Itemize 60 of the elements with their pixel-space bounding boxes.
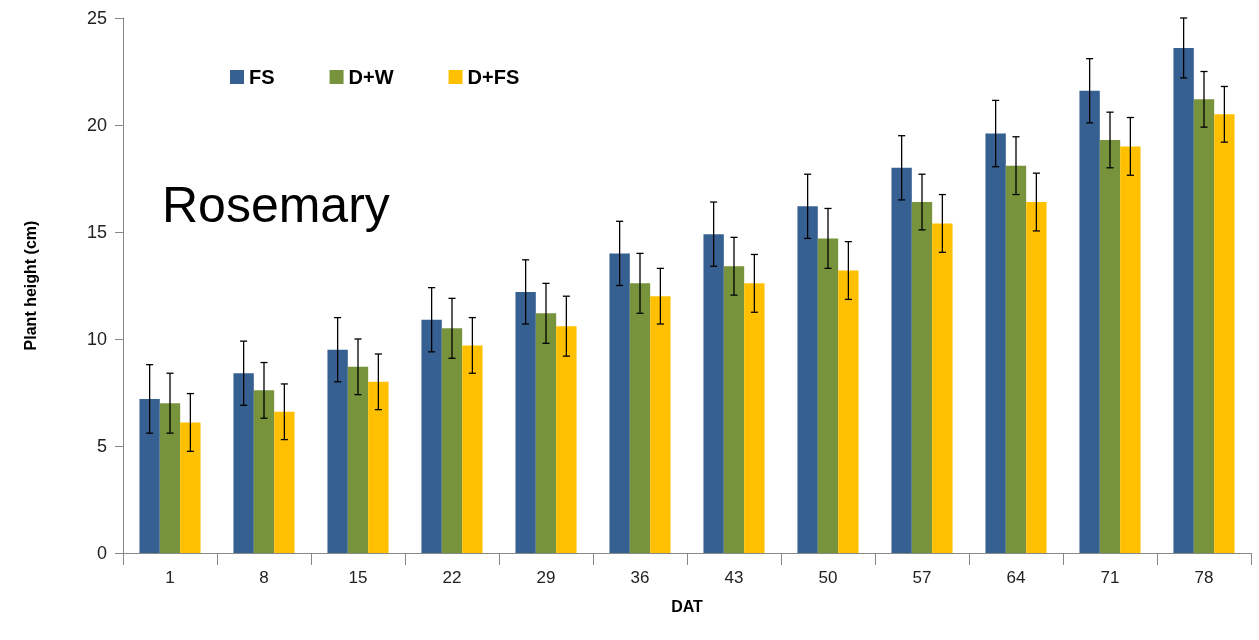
bar [159, 403, 181, 553]
bar [932, 223, 953, 553]
x-tick-label: 22 [442, 568, 462, 587]
bar [1214, 114, 1235, 553]
bar [421, 319, 442, 553]
bar [180, 422, 201, 553]
bar [1026, 202, 1047, 553]
bar [347, 366, 369, 553]
bar [838, 270, 859, 553]
x-tick-label: 15 [348, 568, 368, 587]
bar [629, 283, 651, 553]
x-tick-label: 64 [1006, 568, 1026, 587]
bar [891, 167, 912, 553]
bar [797, 206, 818, 553]
bar [1099, 139, 1121, 553]
legend-label: D+FS [467, 66, 520, 88]
x-tick-label: 50 [818, 568, 838, 587]
y-tick-label: 20 [86, 115, 107, 135]
y-tick-label: 15 [86, 222, 107, 242]
bar [650, 296, 671, 553]
y-tick-label: 5 [96, 436, 107, 456]
bar [556, 326, 577, 553]
bar [139, 398, 160, 553]
x-tick-label: 78 [1194, 568, 1214, 587]
annotation: Rosemary [162, 177, 390, 233]
bar [1079, 90, 1100, 553]
bar [744, 283, 765, 553]
legend-label: D+W [348, 66, 394, 88]
bar [723, 266, 745, 553]
x-tick-label: 29 [536, 568, 556, 587]
y-axis-title: Plant height (cm) [21, 220, 39, 351]
legend-label: FS [249, 66, 275, 88]
x-tick-label: 71 [1100, 568, 1120, 587]
bar [535, 313, 557, 553]
y-tick-label: 0 [96, 543, 107, 563]
bar [985, 133, 1006, 553]
bar [1005, 165, 1027, 553]
bar [253, 390, 275, 553]
bar [609, 253, 630, 553]
bar [1173, 47, 1194, 553]
x-tick-label: 8 [259, 568, 269, 587]
y-tick-label: 10 [86, 329, 107, 349]
bar [911, 202, 933, 553]
x-axis-title: DAT [671, 597, 704, 615]
bar [327, 349, 348, 553]
x-tick-label: 43 [724, 568, 744, 587]
bar [515, 291, 536, 553]
bar [1120, 146, 1141, 553]
bar [462, 345, 483, 553]
bar [441, 328, 463, 553]
bar [274, 411, 295, 553]
bar [703, 234, 724, 553]
x-tick-label: 36 [630, 568, 650, 587]
bar [1193, 99, 1215, 553]
y-tick-label: 25 [86, 8, 107, 28]
x-tick-label: 57 [912, 568, 932, 587]
bar [233, 373, 254, 553]
bar [368, 381, 389, 553]
x-tick-label: 1 [165, 568, 175, 587]
bar [817, 238, 839, 553]
